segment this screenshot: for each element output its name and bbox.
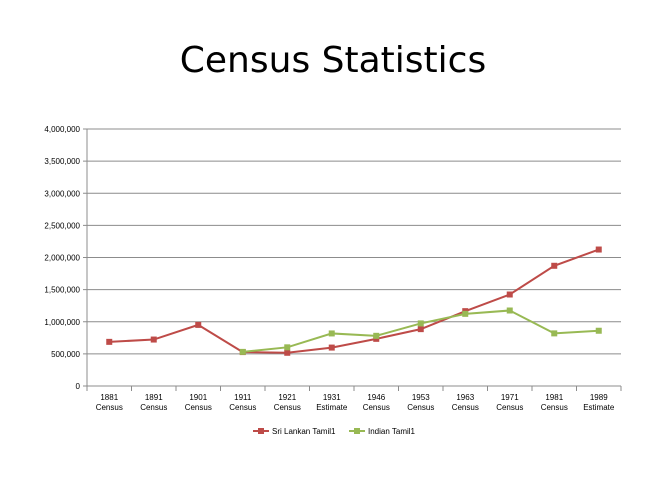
- data-point: [195, 321, 202, 328]
- data-point: [150, 336, 157, 343]
- data-point: [551, 330, 558, 337]
- chart-title: Census Statistics: [179, 40, 487, 81]
- data-point: [373, 332, 380, 339]
- series-1: [239, 307, 602, 355]
- x-tick-label: 1971 Census: [496, 393, 523, 412]
- data-point: [328, 344, 335, 351]
- y-tick-label: 3,500,000: [44, 157, 80, 166]
- data-point: [284, 344, 291, 351]
- data-point: [417, 320, 424, 327]
- legend-label: Sri Lankan Tamil1: [272, 427, 336, 436]
- legend-item: Indian Tamil1: [349, 427, 416, 436]
- legend-marker: [354, 428, 360, 434]
- data-point: [462, 310, 469, 317]
- x-tick-label: 1981 Census: [541, 393, 568, 412]
- data-point: [506, 291, 513, 298]
- data-point: [284, 349, 291, 356]
- data-point: [328, 330, 335, 337]
- data-point: [239, 348, 246, 355]
- series-lines: [106, 246, 602, 356]
- x-tick-label: 1946 Census: [363, 393, 390, 412]
- data-point: [506, 307, 513, 314]
- x-tick-label: 1931 Estimate: [316, 393, 348, 412]
- legend-label: Indian Tamil1: [368, 427, 416, 436]
- series-line: [109, 248, 600, 354]
- y-tick-label: 2,000,000: [44, 254, 80, 263]
- data-point: [417, 326, 424, 333]
- x-tick-label: 1953 Census: [407, 393, 434, 412]
- gridlines: [87, 128, 621, 355]
- legend: Sri Lankan Tamil1 Indian Tamil1: [253, 427, 416, 436]
- data-point: [373, 335, 380, 342]
- x-tick-label: 1963 Census: [452, 393, 479, 412]
- y-tick-label: 0: [76, 382, 81, 391]
- data-point: [595, 327, 602, 334]
- y-tick-label: 1,500,000: [44, 286, 80, 295]
- x-tick-label: 1881 Census: [96, 393, 123, 412]
- y-tick-label: 500,000: [51, 350, 80, 359]
- data-point: [595, 246, 602, 253]
- x-tick-label: 1911 Census: [229, 393, 256, 412]
- data-point: [551, 262, 558, 269]
- legend-item: Sri Lankan Tamil1: [253, 427, 336, 436]
- y-axis: 0 500,000 1,000,000 1,500,000 2,000,000 2,500…: [44, 125, 88, 391]
- x-tick-label: 1921 Census: [274, 393, 301, 412]
- x-tick-label: 1901 Census: [185, 393, 212, 412]
- data-point: [106, 338, 113, 345]
- x-tick-label: 1989 Estimate: [583, 393, 615, 412]
- y-tick-label: 2,500,000: [44, 221, 80, 230]
- legend-marker: [258, 428, 264, 434]
- y-tick-label: 4,000,000: [44, 125, 80, 134]
- y-tick-label: 1,000,000: [44, 318, 80, 327]
- x-tick-label: 1891 Census: [140, 393, 167, 412]
- x-axis: 1881 Census 1891 Census 1901 Census 1911 Census…: [86, 385, 622, 412]
- y-tick-label: 3,000,000: [44, 189, 80, 198]
- series-0: [106, 246, 602, 356]
